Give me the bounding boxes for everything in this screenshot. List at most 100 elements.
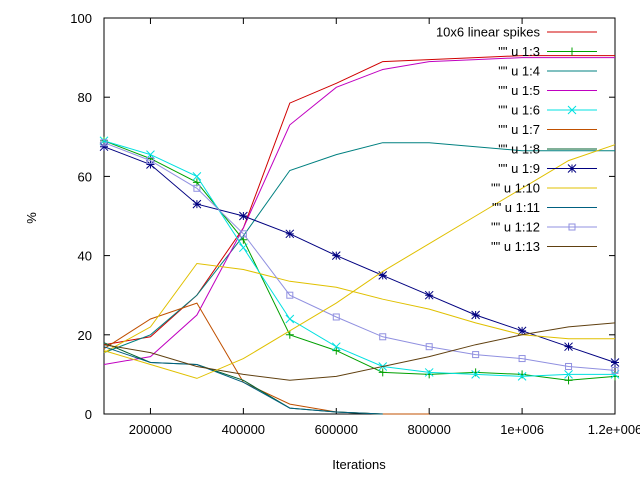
- data-point: [146, 160, 155, 169]
- series-line-5: [99, 136, 620, 381]
- legend-entry: "" u 1:8: [498, 142, 597, 157]
- data-point: [517, 326, 527, 336]
- series-line: [103, 346, 383, 415]
- y-axis-ticks: 0 20 40 60 80 100: [70, 11, 615, 422]
- legend-label: "" u 1:12: [491, 220, 540, 235]
- legend-label: "" u 1:10: [491, 181, 540, 196]
- data-point: [285, 229, 295, 239]
- data-point: [239, 211, 248, 221]
- legend-label: "" u 1:13: [491, 239, 540, 254]
- legend-label: "" u 1:8: [498, 142, 540, 157]
- data-point: [100, 139, 108, 147]
- data-point: [332, 313, 340, 321]
- data-point: [99, 142, 109, 152]
- data-point: [610, 358, 620, 367]
- series-line-11: [100, 139, 619, 374]
- data-point: [193, 184, 201, 192]
- x-tick-label: 1.2e+006: [588, 422, 640, 437]
- y-tick-label: 20: [78, 328, 92, 343]
- data-point: [285, 330, 294, 339]
- legend-entry: "" u 1:9: [498, 161, 597, 176]
- legend-label: "" u 1:9: [498, 161, 540, 176]
- data-point: [568, 223, 576, 231]
- legend-entry: "" u 1:11: [492, 200, 597, 215]
- data-point: [192, 199, 202, 209]
- legend: 10x6 linear spikes "" u 1:3 "" u 1:4 "" u 1…: [436, 25, 597, 254]
- x-tick-label: 400000: [222, 422, 265, 437]
- data-point: [378, 368, 387, 377]
- legend-label: "" u 1:6: [498, 103, 540, 118]
- data-point: [378, 271, 388, 280]
- y-axis-label: %: [24, 212, 39, 224]
- series-extra-1: [103, 144, 616, 379]
- data-point: [471, 310, 480, 320]
- data-point: [518, 370, 527, 379]
- x-axis-label: Iterations: [332, 457, 386, 472]
- series-line-7: [103, 342, 383, 415]
- data-point: [564, 376, 573, 385]
- data-point: [567, 105, 577, 115]
- series-line: [103, 142, 615, 354]
- x-tick-label: 1e+006: [500, 422, 544, 437]
- data-point: [471, 368, 480, 377]
- legend-entry: "" u 1:4: [498, 64, 597, 79]
- data-point: [471, 370, 480, 379]
- x-tick-label: 600000: [315, 422, 358, 437]
- series-line: [103, 140, 615, 377]
- data-point: [567, 164, 577, 173]
- data-point: [146, 157, 154, 165]
- series-line: [103, 302, 430, 415]
- series-line-3: [103, 142, 615, 354]
- legend-label: "" u 1:7: [498, 122, 540, 137]
- data-point: [517, 372, 527, 381]
- x-axis-ticks: 200000 400000 600000 800000 1e+006 1.2e+006: [129, 18, 640, 437]
- data-point: [239, 243, 248, 253]
- legend-label: "" u 1:3: [498, 44, 540, 59]
- data-point: [424, 368, 434, 377]
- legend-entry: "" u 1:7: [498, 122, 597, 137]
- data-point: [565, 362, 573, 370]
- data-point: [424, 290, 434, 300]
- plot-frame: [103, 17, 616, 415]
- legend-entry: "" u 1:5: [498, 83, 597, 98]
- y-tick-label: 0: [85, 407, 92, 422]
- data-point: [331, 251, 341, 260]
- series-line: [103, 342, 383, 415]
- series-line: [103, 262, 615, 354]
- series-line-2: [100, 136, 619, 385]
- data-point: [518, 355, 526, 363]
- series-line-12: [103, 322, 616, 381]
- series-line: [103, 140, 616, 381]
- y-tick-label: 60: [78, 169, 92, 184]
- data-point: [611, 366, 619, 374]
- series-line: [103, 57, 615, 365]
- data-point: [425, 343, 433, 351]
- data-point: [331, 342, 341, 352]
- legend-label: 10x6 linear spikes: [436, 25, 541, 40]
- legend-label: "" u 1:11: [492, 200, 540, 215]
- x-tick-label: 800000: [407, 422, 450, 437]
- legend-entry: 10x6 linear spikes: [436, 25, 597, 40]
- series-layer: [99, 55, 620, 415]
- legend-entry: "" u 1:10: [491, 181, 597, 196]
- series-line: [103, 142, 616, 371]
- legend-entry: "" u 1:6: [498, 103, 597, 118]
- legend-label: "" u 1:4: [498, 64, 540, 79]
- series-line-6: [103, 302, 430, 415]
- data-point: [332, 346, 341, 355]
- data-point: [564, 370, 573, 379]
- series-line: [103, 144, 616, 379]
- data-point: [286, 291, 294, 299]
- series-line-10: [103, 346, 383, 415]
- x-tick-label: 200000: [129, 422, 172, 437]
- series-line-9: [103, 262, 615, 354]
- legend-label: "" u 1:5: [498, 83, 540, 98]
- series-line-8: [99, 142, 620, 367]
- y-tick-label: 80: [78, 90, 92, 105]
- data-point: [568, 47, 576, 56]
- series-line: [103, 322, 616, 381]
- data-point: [564, 342, 573, 352]
- data-point: [239, 230, 247, 238]
- data-point: [379, 333, 387, 341]
